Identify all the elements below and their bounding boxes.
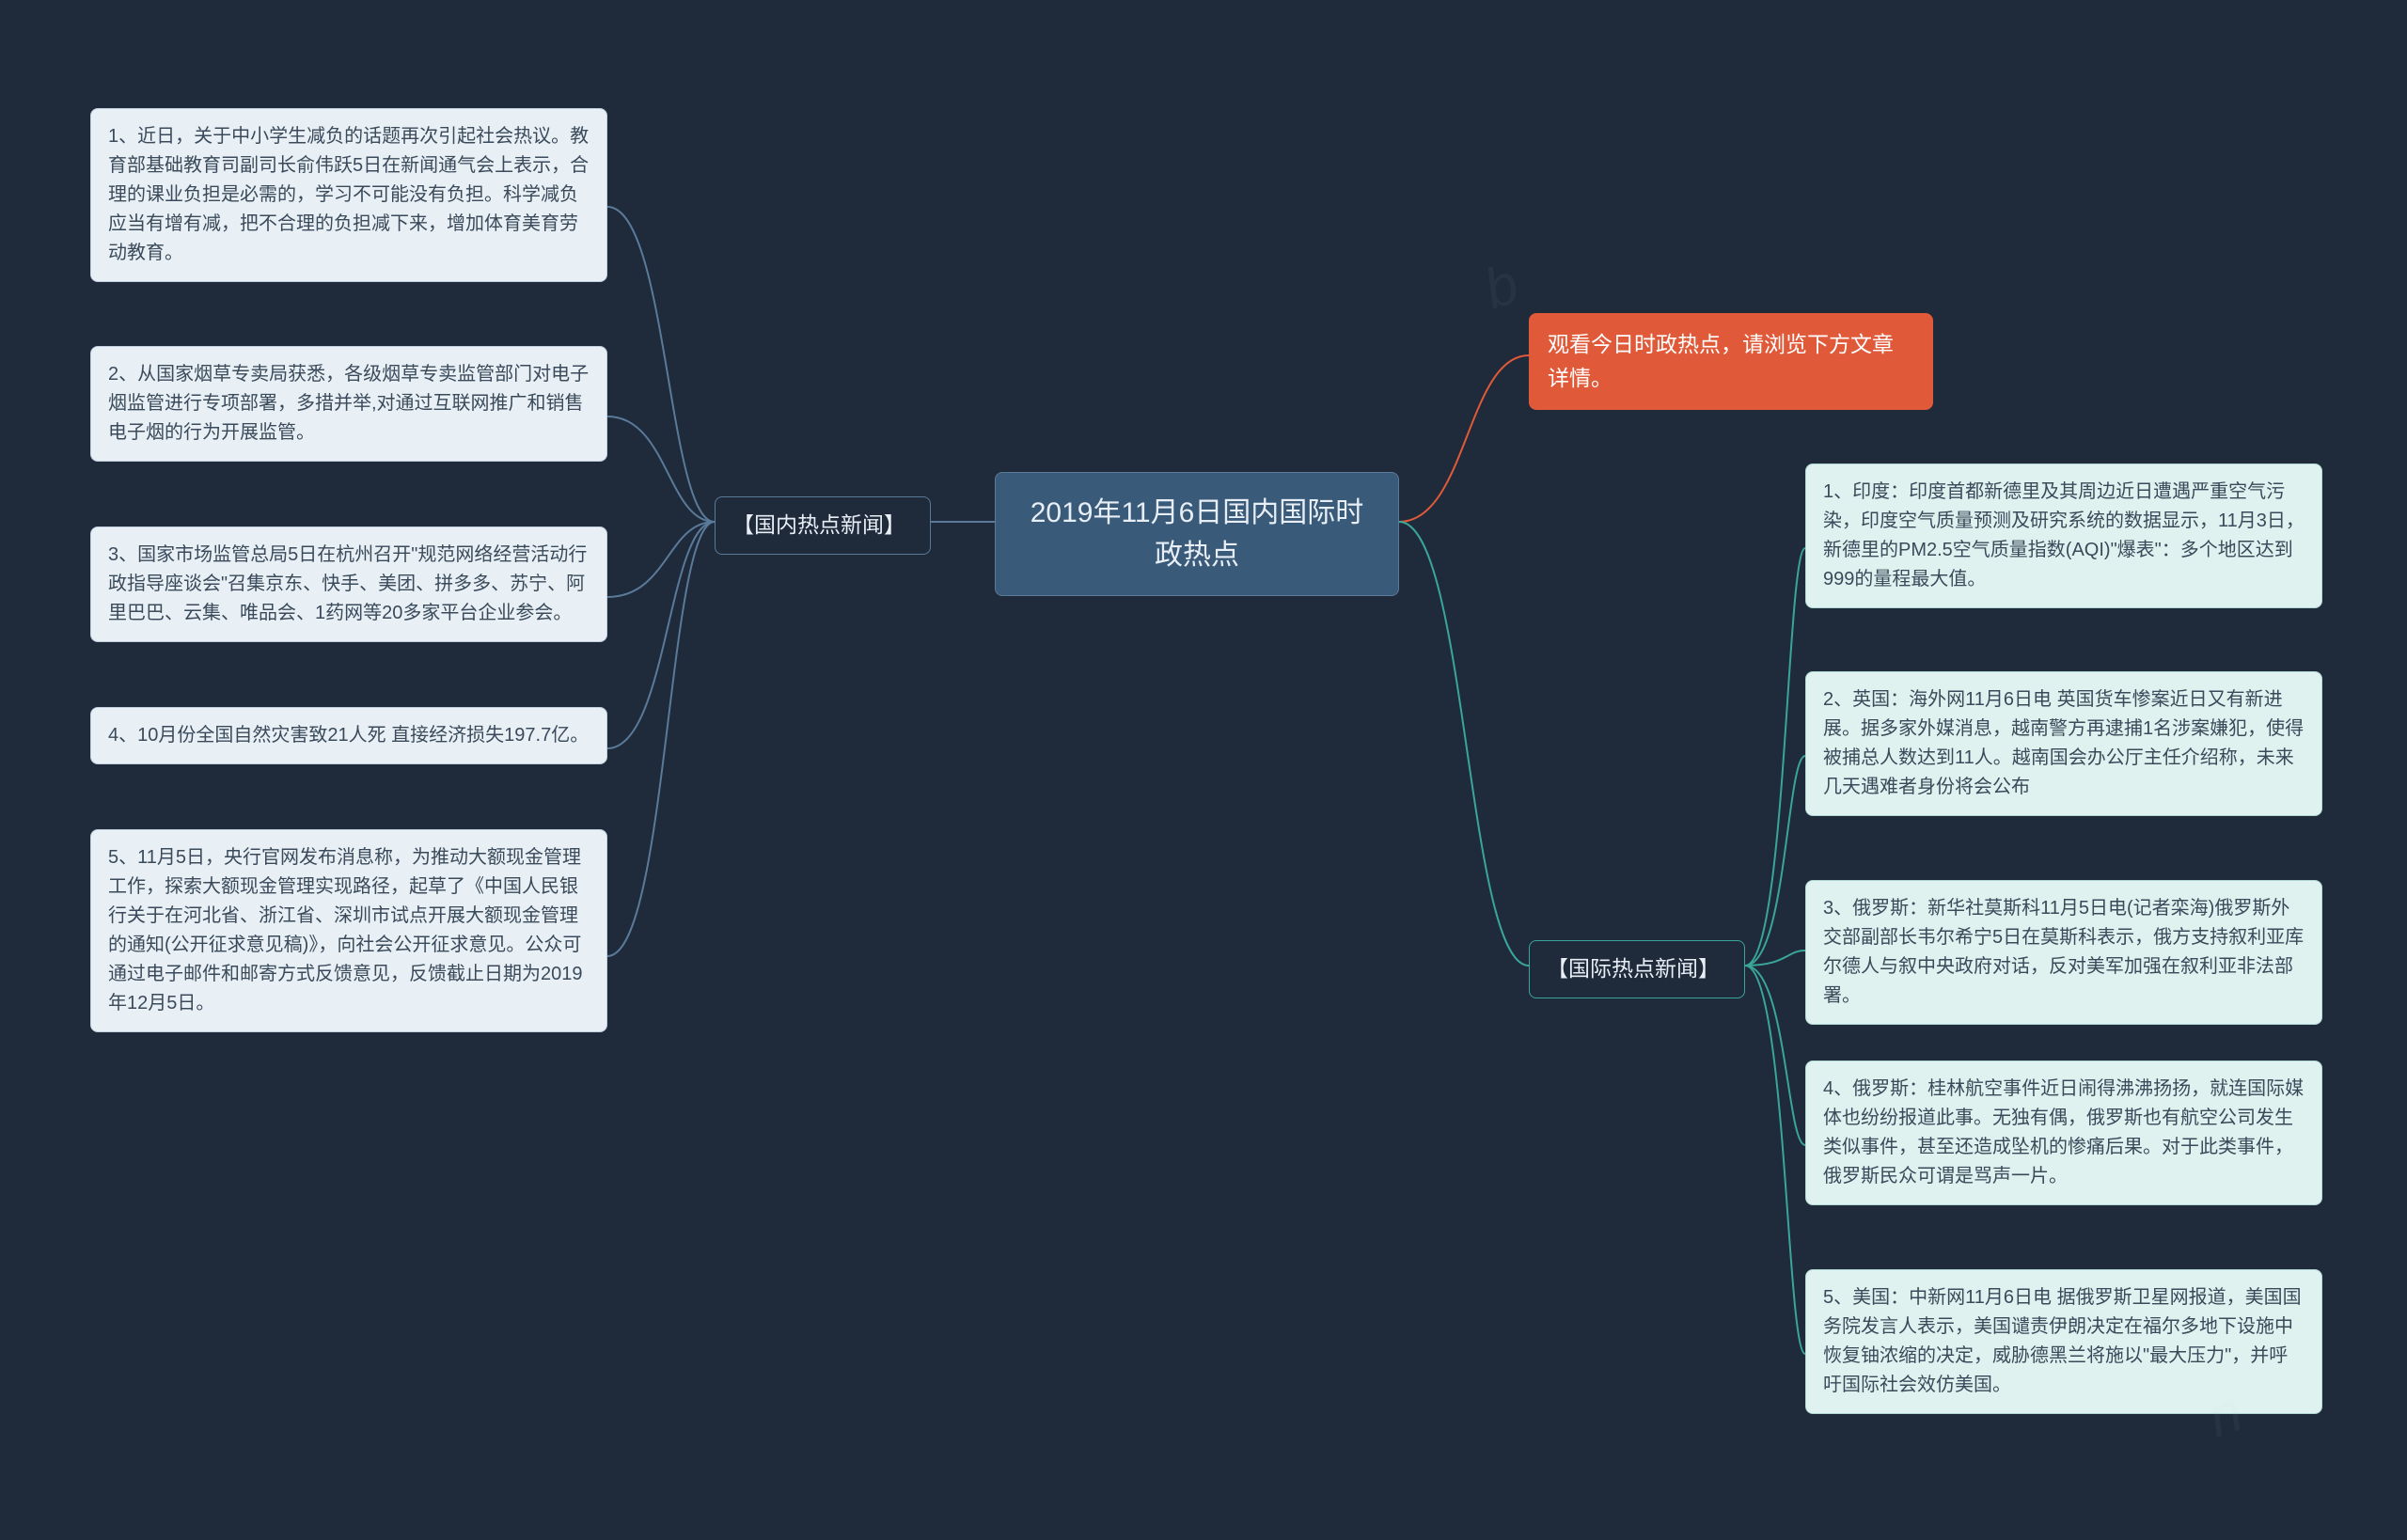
domestic-item-2[interactable]: 2、从国家烟草专卖局获悉，各级烟草专卖监管部门对电子烟监管进行专项部署，多措并举…: [90, 346, 607, 462]
domestic-item-5[interactable]: 5、11月5日，央行官网发布消息称，为推动大额现金管理工作，探索大额现金管理实现…: [90, 829, 607, 1032]
intl-item-1[interactable]: 1、印度：印度首都新德里及其周边近日遭遇严重空气污染，印度空气质量预测及研究系统…: [1805, 464, 2322, 608]
domestic-item-4[interactable]: 4、10月份全国自然灾害致21人死 直接经济损失197.7亿。: [90, 707, 607, 764]
watermark: b: [1476, 251, 1526, 322]
intl-item-4[interactable]: 4、俄罗斯：桂林航空事件近日闹得沸沸扬扬，就连国际媒体也纷纷报道此事。无独有偶，…: [1805, 1061, 2322, 1205]
branch-international[interactable]: 【国际热点新闻】: [1529, 940, 1745, 998]
intl-item-2[interactable]: 2、英国：海外网11月6日电 英国货车惨案近日又有新进展。据多家外媒消息，越南警…: [1805, 671, 2322, 816]
notice-node[interactable]: 观看今日时政热点，请浏览下方文章详情。: [1529, 313, 1933, 410]
domestic-item-3[interactable]: 3、国家市场监管总局5日在杭州召开"规范网络经营活动行政指导座谈会"召集京东、快…: [90, 526, 607, 642]
intl-item-5[interactable]: 5、美国：中新网11月6日电 据俄罗斯卫星网报道，美国国务院发言人表示，美国谴责…: [1805, 1269, 2322, 1414]
intl-item-3[interactable]: 3、俄罗斯：新华社莫斯科11月5日电(记者栾海)俄罗斯外交部副部长韦尔希宁5日在…: [1805, 880, 2322, 1025]
root-node[interactable]: 2019年11月6日国内国际时政热点: [995, 472, 1399, 596]
domestic-item-1[interactable]: 1、近日，关于中小学生减负的话题再次引起社会热议。教育部基础教育司副司长俞伟跃5…: [90, 108, 607, 282]
branch-domestic[interactable]: 【国内热点新闻】: [715, 496, 931, 555]
